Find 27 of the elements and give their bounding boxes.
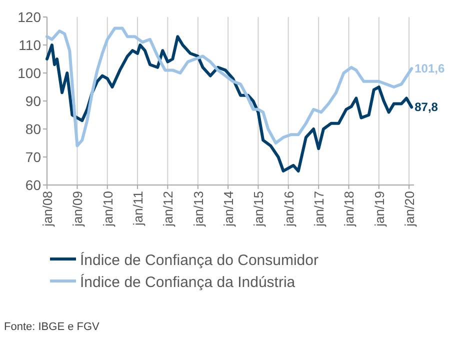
x-tick-label: jan/12: [160, 191, 176, 228]
y-tick-label: 100: [18, 65, 42, 81]
y-tick-label: 80: [25, 121, 42, 137]
data-label: 87,8: [414, 100, 438, 114]
y-tick-label: 110: [18, 37, 42, 53]
legend-label: Índice de Confiança do Consumidor: [80, 251, 318, 269]
x-tick-label: jan/14: [221, 191, 236, 228]
x-tick-label: jan/09: [70, 191, 86, 228]
x-tick-label: jan/16: [281, 191, 296, 228]
x-tick-label: jan/15: [251, 191, 266, 228]
y-tick-label: 90: [25, 93, 42, 109]
y-tick-label: 120: [18, 9, 42, 25]
x-tick-label: jan/19: [372, 191, 387, 228]
x-tick-label: jan/11: [130, 191, 146, 226]
line-series: [46, 26, 414, 148]
x-tick-label: jan/08: [40, 191, 55, 228]
line-series: [46, 35, 414, 172]
data-label: 101,6: [414, 62, 445, 76]
y-tick-label: 70: [25, 149, 42, 165]
x-tick-label: jan/17: [312, 191, 327, 228]
x-tick-label: jan/13: [190, 191, 206, 228]
x-tick-label: jan/18: [342, 191, 357, 228]
x-tick-label: jan/10: [100, 191, 116, 228]
source-note: Fonte: IBGE e FGV: [4, 321, 100, 333]
y-tick-label: 60: [25, 177, 42, 193]
x-tick-label: jan/20: [402, 191, 418, 228]
legend-label: Índice de Confiança da Indústria: [80, 273, 296, 291]
